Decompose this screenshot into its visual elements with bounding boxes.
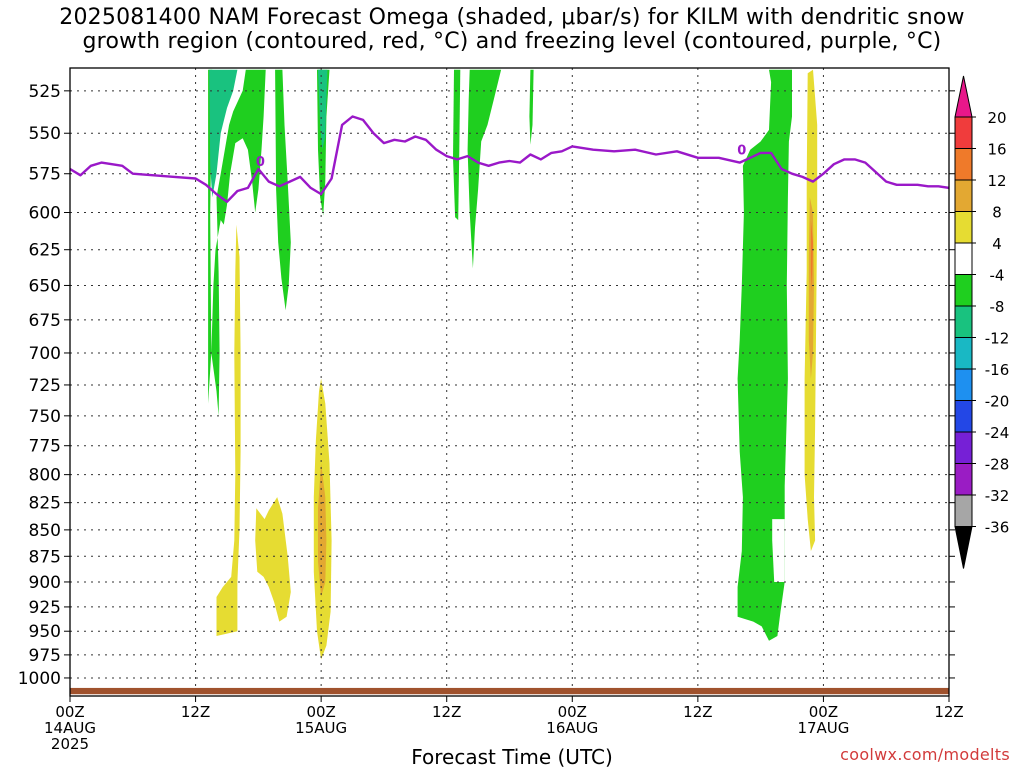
y-tick-label: 850 <box>29 521 61 541</box>
y-tick-label: 975 <box>29 646 61 666</box>
ground-layer <box>70 687 949 695</box>
colorbar-segment <box>954 305 973 338</box>
chart-title-line-1: 2025081400 NAM Forecast Omega (shaded, μ… <box>59 5 965 30</box>
y-tick-label: 525 <box>29 82 61 102</box>
x-tick-label: 12Z <box>934 703 963 721</box>
y-tick-label: 725 <box>29 376 61 396</box>
x-tick-label: 12Z <box>432 703 461 721</box>
x-tick-date: 15AUG <box>295 719 347 737</box>
x-axis-label: Forecast Time (UTC) <box>411 745 613 769</box>
x-tick-label: 00Z <box>55 703 84 721</box>
x-tick-date: 16AUG <box>546 719 598 737</box>
colorbar-top-arrow <box>954 75 973 118</box>
colorbar-label: 8 <box>992 204 1002 222</box>
colorbar-segment <box>954 431 973 464</box>
x-tick-date: 17AUG <box>797 719 849 737</box>
y-tick-label: 875 <box>29 547 61 567</box>
freezing-level-label: 0 <box>256 155 265 170</box>
omega-region-yellow-col-2 <box>255 497 291 622</box>
colorbar-segment <box>954 494 973 527</box>
y-tick-label: 825 <box>29 494 61 514</box>
omega-region-orange-deep-4 <box>810 220 813 293</box>
freezing-level-label: 0 <box>737 144 746 159</box>
omega-shading-layer <box>208 69 818 660</box>
colorbar-label: -4 <box>990 267 1005 285</box>
y-tick-label: 550 <box>29 124 61 144</box>
colorbar-segment <box>954 368 973 401</box>
chart-title-line-2: growth region (contoured, red, °C) and f… <box>82 29 942 54</box>
colorbar-segment <box>954 211 973 244</box>
x-tick-label: 12Z <box>181 703 210 721</box>
omega-region-white-notch-7 <box>772 519 785 582</box>
y-tick-label: 575 <box>29 165 61 185</box>
colorbar-segment <box>954 242 973 275</box>
colorbar-segment <box>954 148 973 181</box>
y-tick-label: 700 <box>29 344 61 364</box>
colorbar-segment <box>954 116 973 149</box>
x-tick-label: 00Z <box>558 703 587 721</box>
y-tick-label: 675 <box>29 311 61 331</box>
colorbar-label: 4 <box>992 235 1002 253</box>
colorbar-label: 20 <box>987 109 1006 127</box>
y-tick-label: 800 <box>29 466 61 486</box>
omega-region-green-col-2 <box>275 69 291 311</box>
colorbar-label: 16 <box>987 141 1006 159</box>
credit-text: coolwx.com/modelts <box>840 745 1010 764</box>
omega-region-teal-col-3 <box>318 69 328 150</box>
y-axis: 525 550 575 600 625 650 675 700 725 750 775 800 825 8… <box>18 82 955 689</box>
colorbar-label: -20 <box>985 393 1010 411</box>
x-tick-label: 00Z <box>809 703 838 721</box>
y-tick-label: 600 <box>29 204 61 224</box>
colorbar-segment <box>954 179 973 212</box>
colorbar-segment <box>954 337 973 370</box>
colorbar-label: -8 <box>990 298 1005 316</box>
y-tick-label: 900 <box>29 573 61 593</box>
colorbar-label: -28 <box>985 456 1010 474</box>
ground-band <box>70 687 949 695</box>
omega-region-yellow-col-1 <box>216 224 241 636</box>
colorbar-segment <box>954 274 973 307</box>
colorbar-label: -32 <box>985 487 1010 505</box>
colorbar-segment <box>954 463 973 496</box>
x-tick-year: 2025 <box>51 735 89 753</box>
colorbar-label: 12 <box>987 172 1006 190</box>
colorbar-segment <box>954 400 973 433</box>
x-tick-date: 14AUG <box>44 719 96 737</box>
omega-region-green-col-1 <box>208 69 266 416</box>
y-tick-label: 950 <box>29 622 61 642</box>
freezing-level-line <box>70 115 949 203</box>
y-tick-label: 625 <box>29 241 61 261</box>
colorbar-bottom-arrow <box>954 526 973 569</box>
y-tick-label: 1000 <box>18 669 61 689</box>
colorbar-label: -16 <box>985 361 1010 379</box>
freezing-level-layer: 00 <box>70 115 949 203</box>
omega-region-green-col-4 <box>453 69 461 221</box>
y-tick-label: 925 <box>29 598 61 618</box>
colorbar: 20 16 12 8 4 -4 -8 -12 -16 -20 -24 -28 -32 -36 <box>954 75 1010 569</box>
y-tick-label: 775 <box>29 437 61 457</box>
colorbar-label: -24 <box>985 424 1010 442</box>
colorbar-label: -36 <box>985 519 1010 537</box>
x-tick-label: 12Z <box>683 703 712 721</box>
y-tick-label: 650 <box>29 276 61 296</box>
colorbar-label: -12 <box>985 330 1010 348</box>
omega-region-green-col-5 <box>467 69 502 269</box>
plot-frame <box>69 67 950 697</box>
omega-region-teal-col-1 <box>209 69 238 198</box>
y-tick-label: 750 <box>29 407 61 427</box>
x-tick-label: 00Z <box>306 703 335 721</box>
omega-region-green-col-6 <box>529 69 534 145</box>
